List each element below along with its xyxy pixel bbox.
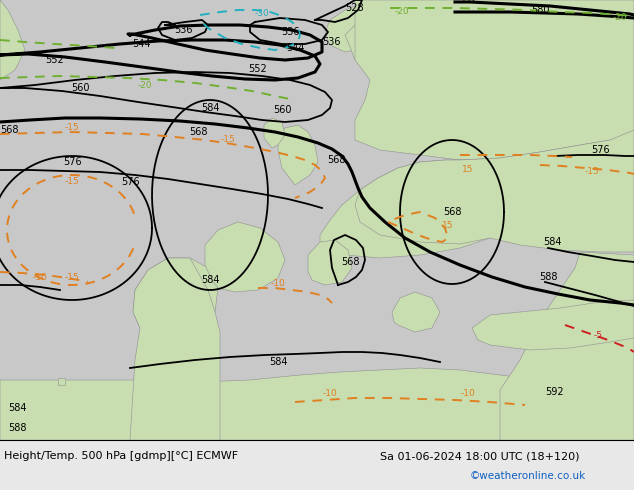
Text: 552: 552 <box>458 0 477 5</box>
Polygon shape <box>355 130 634 252</box>
Text: 580: 580 <box>531 5 549 15</box>
Text: -30: -30 <box>255 8 269 18</box>
Text: 528: 528 <box>346 3 365 13</box>
Text: 536: 536 <box>281 27 299 37</box>
Text: 576: 576 <box>591 145 609 155</box>
Text: 15: 15 <box>462 166 474 174</box>
Text: -10: -10 <box>32 273 48 283</box>
Polygon shape <box>500 252 634 440</box>
Text: -20: -20 <box>612 14 627 23</box>
Polygon shape <box>0 368 634 440</box>
Text: 584: 584 <box>8 403 27 413</box>
Polygon shape <box>472 300 634 350</box>
Text: -15: -15 <box>65 177 79 187</box>
Text: -15: -15 <box>65 123 79 132</box>
Text: Height/Temp. 500 hPa [gdmp][°C] ECMWF: Height/Temp. 500 hPa [gdmp][°C] ECMWF <box>4 451 238 461</box>
Polygon shape <box>392 292 440 332</box>
Text: -10: -10 <box>461 390 476 398</box>
Text: 544: 544 <box>286 43 304 53</box>
Polygon shape <box>320 160 515 258</box>
Text: 568: 568 <box>340 257 359 267</box>
Text: 552: 552 <box>249 64 268 74</box>
Text: -5: -5 <box>593 330 602 340</box>
Text: 568: 568 <box>327 155 346 165</box>
Text: 544: 544 <box>132 39 150 49</box>
Text: -15: -15 <box>585 168 599 176</box>
Text: 568: 568 <box>0 125 18 135</box>
Text: 584: 584 <box>543 237 561 247</box>
Polygon shape <box>325 0 398 52</box>
Text: ©weatheronline.co.uk: ©weatheronline.co.uk <box>470 471 586 481</box>
Polygon shape <box>278 125 318 185</box>
Text: -15: -15 <box>65 273 79 283</box>
Polygon shape <box>0 0 25 80</box>
Text: 588: 588 <box>539 272 557 282</box>
Text: -20: -20 <box>395 7 410 17</box>
Text: 576: 576 <box>63 157 81 167</box>
Polygon shape <box>355 0 634 160</box>
Text: 584: 584 <box>201 275 219 285</box>
Text: 584: 584 <box>201 103 219 113</box>
Polygon shape <box>58 378 65 385</box>
Text: 536: 536 <box>322 37 340 47</box>
Polygon shape <box>130 258 220 440</box>
Text: 584: 584 <box>269 357 287 367</box>
Text: Sa 01-06-2024 18:00 UTC (18+120): Sa 01-06-2024 18:00 UTC (18+120) <box>380 451 579 461</box>
Text: 568: 568 <box>189 127 207 137</box>
Text: -10: -10 <box>271 278 285 288</box>
Text: 568: 568 <box>443 207 462 217</box>
Text: 592: 592 <box>546 387 564 397</box>
Polygon shape <box>205 222 285 292</box>
Text: 15: 15 <box>443 220 454 229</box>
Text: 588: 588 <box>8 423 27 433</box>
Text: 552: 552 <box>46 55 65 65</box>
Polygon shape <box>133 258 218 335</box>
Text: -15: -15 <box>221 136 235 145</box>
Text: 560: 560 <box>71 83 89 93</box>
Text: 576: 576 <box>120 177 139 187</box>
Text: -20: -20 <box>138 80 152 90</box>
Text: 536: 536 <box>174 25 192 35</box>
Text: -10: -10 <box>323 390 337 398</box>
Polygon shape <box>308 240 352 285</box>
Polygon shape <box>345 0 634 60</box>
Polygon shape <box>264 118 285 148</box>
Text: 560: 560 <box>273 105 291 115</box>
